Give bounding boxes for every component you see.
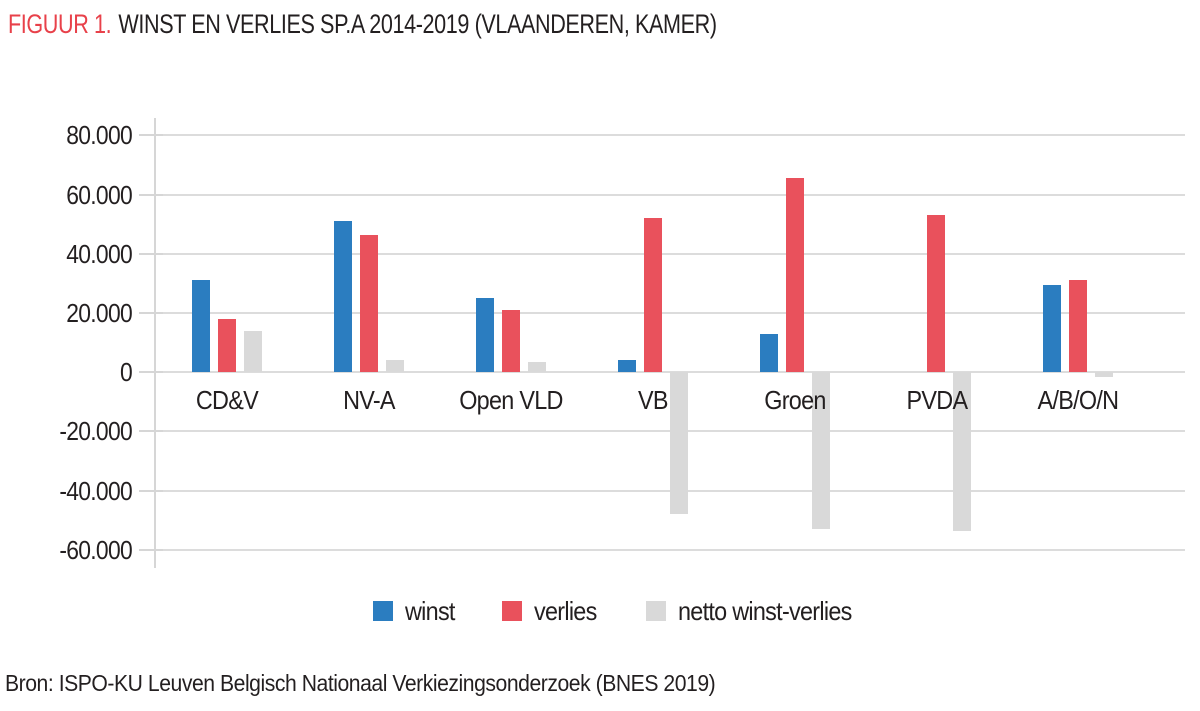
y-axis-tick: [139, 371, 163, 374]
legend-swatch-verlies: [502, 601, 523, 621]
category-label: A/B/O/N: [1037, 385, 1120, 415]
category-label: PVDA: [906, 385, 968, 415]
bar: [501, 310, 520, 373]
legend-label: netto winst-verlies: [677, 596, 852, 626]
bar: [953, 372, 972, 531]
bar: [385, 359, 404, 373]
category-label: VB: [637, 385, 669, 415]
gridline: [155, 312, 1185, 314]
y-axis-line: [154, 118, 156, 568]
bar: [217, 318, 236, 373]
bar: [243, 330, 262, 373]
chart-legend: winst verlies netto winst-verlies: [22, 596, 1200, 626]
category-label: Open VLD: [458, 385, 563, 415]
bar: [811, 372, 830, 530]
bar: [527, 361, 546, 373]
bar: [359, 234, 378, 373]
bar: [785, 178, 804, 373]
category-label: Groen: [763, 385, 826, 415]
y-axis-tick: [139, 489, 163, 492]
figure-number: FIGUUR 1.: [8, 9, 112, 39]
legend-swatch-netto: [645, 601, 666, 621]
y-tick-label: 0: [119, 357, 133, 388]
legend-item: verlies: [502, 596, 604, 626]
gridline: [155, 548, 1185, 551]
legend-label: verlies: [534, 596, 597, 626]
category-label: CD&V: [195, 385, 259, 415]
figure-title: FIGUUR 1. WINST EN VERLIES SP.A 2014-2019…: [8, 8, 717, 40]
y-tick-label: 40.000: [66, 238, 132, 269]
legend-label: winst: [405, 596, 455, 626]
gridline: [155, 134, 1185, 137]
bar: [927, 215, 946, 373]
y-tick-label: -60.000: [59, 534, 132, 565]
bar: [1069, 280, 1088, 373]
gridline: [155, 193, 1185, 196]
bar: [1095, 372, 1114, 377]
y-axis-tick: [139, 548, 163, 551]
bar: [759, 333, 778, 373]
bar: [475, 298, 494, 373]
bar: [617, 360, 636, 373]
gridline: [155, 252, 1185, 255]
source-note: Bron: ISPO-KU Leuven Belgisch Nationaal …: [5, 670, 716, 696]
y-axis-tick: [139, 430, 163, 433]
bar: [191, 280, 210, 373]
y-tick-label: 80.000: [66, 120, 132, 151]
bar: [1043, 284, 1062, 373]
y-tick-label: 60.000: [66, 179, 132, 210]
legend-item: winst: [373, 596, 460, 626]
y-tick-label: -20.000: [59, 416, 132, 447]
y-axis-tick: [139, 134, 163, 137]
y-axis-tick: [139, 193, 163, 196]
y-tick-label: 20.000: [66, 298, 132, 328]
y-tick-label: -40.000: [59, 475, 132, 506]
legend-swatch-winst: [373, 601, 394, 621]
bar: [669, 372, 688, 515]
legend-item: netto winst-verlies: [645, 596, 871, 626]
bar: [643, 218, 662, 373]
y-axis-tick: [139, 312, 163, 314]
bar: [333, 221, 352, 373]
category-label: NV-A: [342, 385, 395, 415]
y-axis-tick: [139, 252, 163, 255]
figure-title-text: WINST EN VERLIES SP.A 2014-2019 (VLAANDE…: [118, 9, 717, 39]
